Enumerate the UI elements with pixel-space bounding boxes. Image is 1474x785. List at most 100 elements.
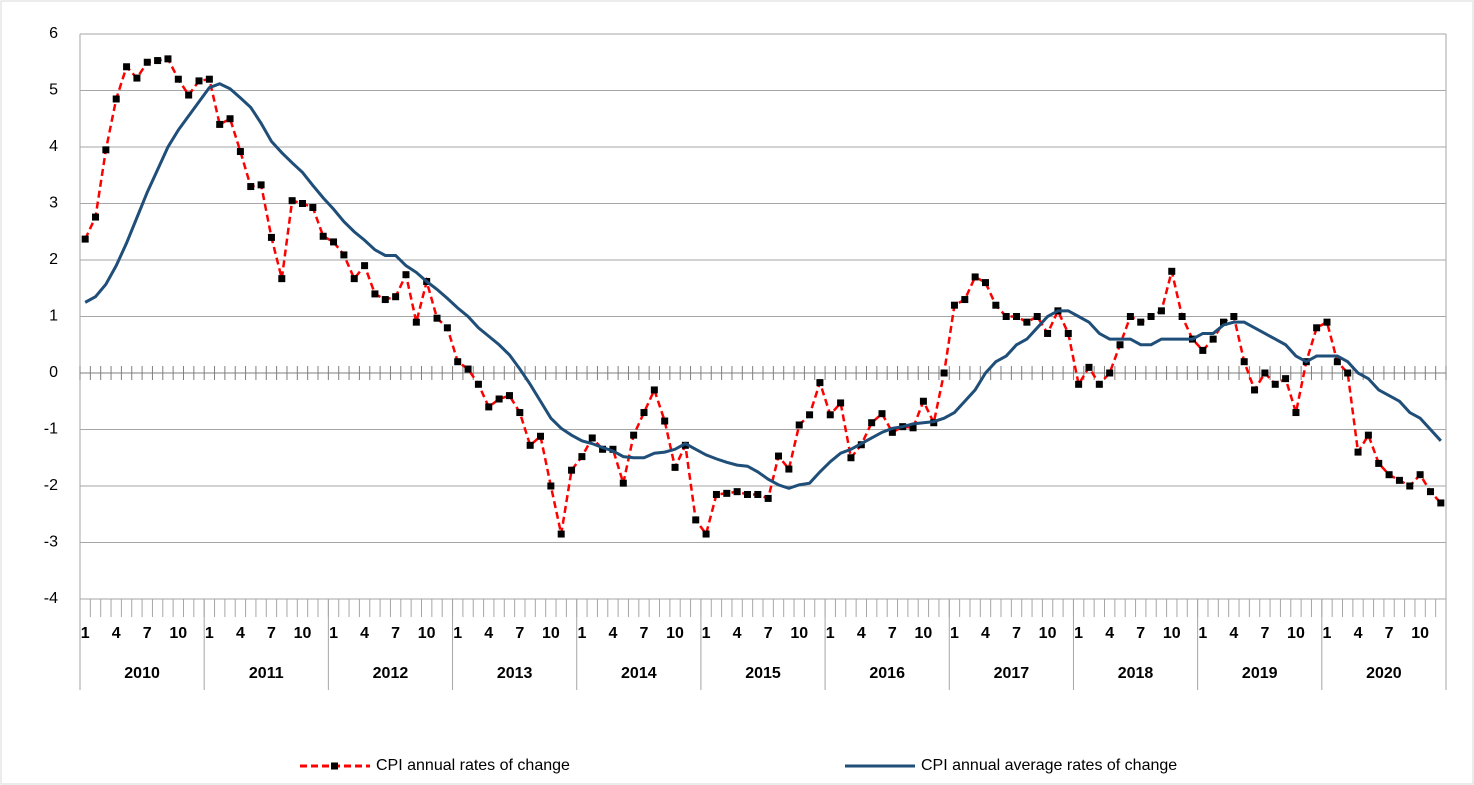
x-tick-label: 10 bbox=[542, 625, 560, 642]
point-marker bbox=[1199, 346, 1207, 354]
point-marker bbox=[785, 465, 793, 473]
x-group-label: 2015 bbox=[745, 665, 781, 682]
point-marker bbox=[1364, 431, 1372, 439]
point-marker bbox=[1385, 471, 1393, 479]
point-marker bbox=[309, 203, 317, 211]
point-marker bbox=[1292, 409, 1300, 417]
point-marker bbox=[1271, 380, 1279, 388]
x-tick-label: 7 bbox=[640, 625, 649, 642]
point-marker bbox=[319, 232, 327, 240]
point-marker bbox=[1261, 369, 1269, 377]
point-marker bbox=[257, 181, 265, 189]
point-marker bbox=[81, 235, 89, 243]
point-marker bbox=[133, 74, 141, 82]
point-marker bbox=[371, 290, 379, 298]
point-marker bbox=[733, 488, 741, 496]
point-marker bbox=[609, 445, 617, 453]
point-marker bbox=[1344, 369, 1352, 377]
point-marker bbox=[454, 358, 462, 366]
point-marker bbox=[154, 57, 162, 65]
x-tick-label: 1 bbox=[1323, 625, 1332, 642]
point-marker bbox=[775, 452, 783, 460]
point-marker bbox=[174, 75, 182, 83]
point-marker bbox=[164, 55, 172, 63]
point-marker bbox=[464, 365, 472, 373]
point-marker bbox=[1033, 313, 1041, 320]
point-marker bbox=[1282, 375, 1290, 383]
point-marker bbox=[743, 490, 751, 498]
x-tick-label: 7 bbox=[1260, 625, 1269, 642]
point-marker bbox=[961, 296, 969, 304]
x-tick-label: 4 bbox=[981, 625, 990, 642]
point-marker bbox=[92, 213, 100, 221]
point-marker bbox=[412, 318, 420, 326]
x-tick-label: 1 bbox=[1198, 625, 1207, 642]
point-marker bbox=[392, 293, 400, 301]
point-marker bbox=[516, 409, 524, 417]
point-marker bbox=[123, 63, 131, 71]
point-marker bbox=[712, 490, 720, 498]
point-marker bbox=[1064, 329, 1072, 337]
point-marker bbox=[195, 77, 203, 85]
point-marker bbox=[909, 424, 917, 432]
x-tick-label: 10 bbox=[915, 625, 933, 642]
point-marker bbox=[547, 482, 555, 490]
point-marker bbox=[205, 75, 213, 83]
y-tick-label: 5 bbox=[49, 82, 58, 99]
x-group-label: 2016 bbox=[869, 665, 905, 682]
x-tick-label: 10 bbox=[1163, 625, 1181, 642]
legend-marker bbox=[331, 762, 338, 770]
point-marker bbox=[1044, 329, 1052, 337]
point-marker bbox=[1375, 459, 1383, 467]
x-group-label: 2011 bbox=[249, 665, 284, 682]
y-tick-label: 1 bbox=[49, 308, 58, 325]
point-marker bbox=[216, 120, 224, 128]
x-tick-label: 7 bbox=[1385, 625, 1394, 642]
point-marker bbox=[816, 379, 824, 387]
x-tick-label: 1 bbox=[329, 625, 338, 642]
point-marker bbox=[619, 479, 627, 487]
x-tick-label: 10 bbox=[1039, 625, 1057, 642]
point-marker bbox=[661, 417, 669, 425]
point-marker bbox=[485, 403, 493, 411]
x-group-label: 2019 bbox=[1242, 665, 1278, 682]
x-tick-label: 1 bbox=[702, 625, 711, 642]
x-tick-label: 7 bbox=[143, 625, 152, 642]
y-tick-label: -1 bbox=[44, 421, 58, 438]
x-tick-label: 10 bbox=[169, 625, 187, 642]
point-marker bbox=[1426, 488, 1434, 496]
x-tick-label: 7 bbox=[267, 625, 276, 642]
x-tick-label: 1 bbox=[577, 625, 586, 642]
point-marker bbox=[1075, 380, 1083, 388]
point-marker bbox=[847, 454, 855, 462]
x-tick-label: 1 bbox=[205, 625, 214, 642]
x-tick-label: 4 bbox=[1229, 625, 1238, 642]
x-tick-label: 7 bbox=[1136, 625, 1145, 642]
point-marker bbox=[723, 489, 731, 497]
x-group-label: 2010 bbox=[124, 665, 160, 682]
point-marker bbox=[350, 275, 358, 283]
point-marker bbox=[1137, 318, 1145, 326]
x-tick-label: 1 bbox=[453, 625, 462, 642]
point-marker bbox=[288, 197, 296, 205]
x-tick-label: 4 bbox=[1354, 625, 1363, 642]
point-marker bbox=[888, 428, 896, 436]
y-tick-label: 6 bbox=[49, 25, 58, 42]
point-marker bbox=[650, 386, 658, 394]
point-marker bbox=[588, 434, 596, 442]
point-marker bbox=[868, 419, 876, 427]
x-tick-label: 4 bbox=[236, 625, 245, 642]
point-marker bbox=[1023, 318, 1031, 326]
point-marker bbox=[1106, 369, 1114, 377]
point-marker bbox=[1157, 307, 1165, 315]
point-marker bbox=[1313, 324, 1321, 332]
point-marker bbox=[754, 490, 762, 498]
y-tick-label: 2 bbox=[49, 251, 58, 268]
point-marker bbox=[236, 148, 244, 156]
point-marker bbox=[702, 530, 710, 538]
x-tick-label: 4 bbox=[733, 625, 742, 642]
point-marker bbox=[1168, 267, 1176, 275]
series-line bbox=[84, 82, 1442, 490]
x-tick-label: 4 bbox=[484, 625, 493, 642]
